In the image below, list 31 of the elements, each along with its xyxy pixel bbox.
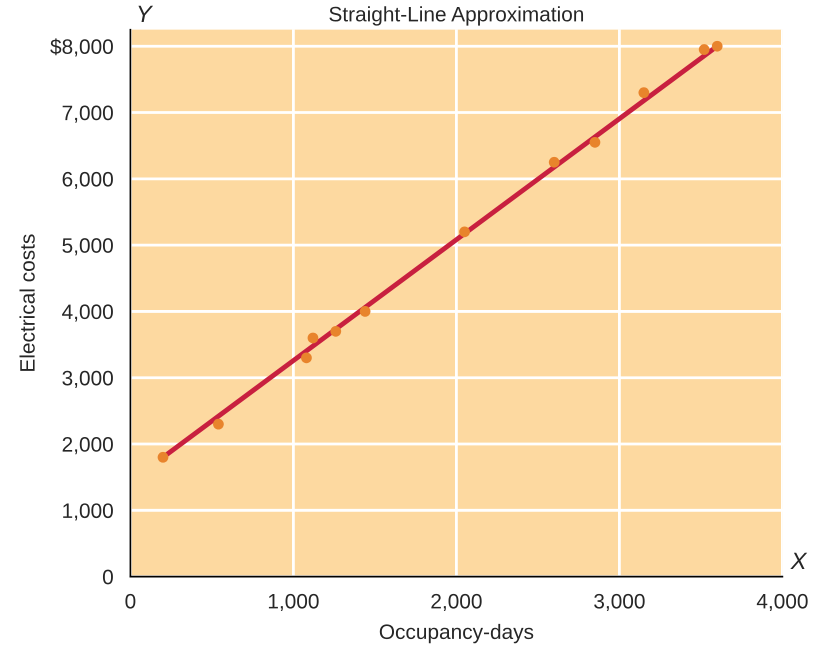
point (590, 136, 600, 148)
point (360, 306, 370, 317)
chart-title: Straight-Line Approximation (329, 6, 584, 26)
x-tick-label: 0 (125, 594, 136, 609)
text: Y (138, 6, 154, 22)
y-tick-label: 0 (102, 570, 113, 584)
y-tick-label: $8,000 (50, 38, 113, 56)
point (548, 156, 560, 168)
y-tick-label: 7,000 (62, 106, 113, 123)
point (213, 418, 224, 430)
y-tick-label: 3,000 (62, 370, 113, 388)
x-tick-label: 2,000 (431, 594, 482, 612)
point (301, 352, 312, 364)
y-tick-label: 2,000 (62, 437, 113, 454)
x-axis-title: Occupancy-days (380, 624, 534, 644)
point (698, 44, 710, 55)
x-tick-label: 1,000 (268, 594, 319, 612)
y-tick-label: 6,000 (62, 172, 113, 190)
y-tick-label: 1,000 (63, 503, 113, 521)
x-tick-label: 4,000 (756, 594, 808, 612)
point (308, 332, 318, 344)
y-tick-label: 5,000 (62, 238, 113, 256)
x-tick-label: 3,000 (594, 594, 645, 612)
y-tick-label: 4,000 (62, 304, 113, 322)
point (459, 226, 470, 238)
text: X (790, 552, 808, 569)
point (330, 326, 342, 337)
point (638, 87, 650, 98)
point (158, 452, 168, 463)
point (712, 40, 723, 52)
y-axis-title: Electrical costs (19, 234, 35, 371)
